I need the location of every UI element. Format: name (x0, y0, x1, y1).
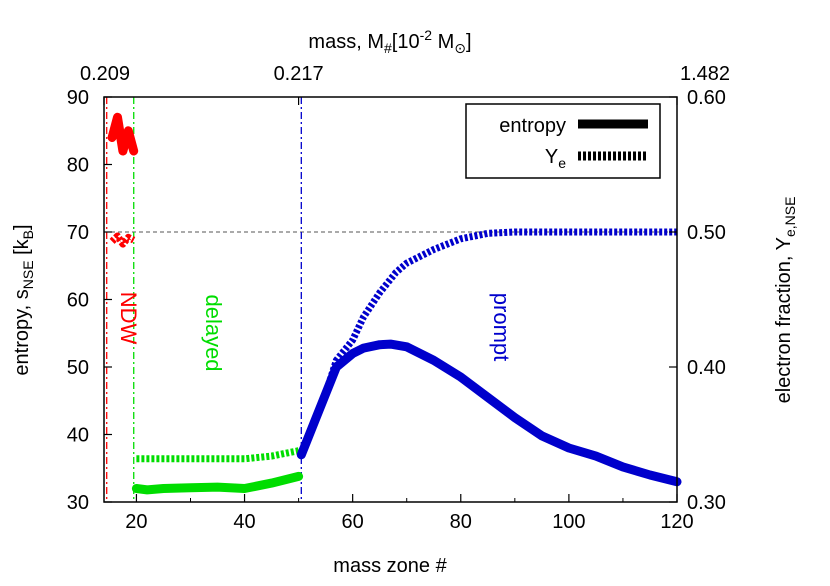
x2-axis-label-sun: ⊙ (454, 40, 466, 56)
legend-label-ye-main: Y (545, 146, 558, 168)
x2-axis-label-sub: # (384, 40, 392, 56)
x-tick-label: 100 (552, 511, 585, 533)
x2-axis-label-close: ] (466, 31, 472, 53)
region-label-layer: NDW delayed prompt (116, 292, 514, 372)
x2-axis-label-main: mass, M (308, 31, 384, 53)
x-tick-label: 60 (342, 511, 364, 533)
y-left-tick-label: 70 (67, 222, 89, 244)
series-layer (107, 112, 682, 495)
y-left-tick-label: 60 (67, 290, 89, 312)
legend-label-entropy: entropy (499, 115, 566, 137)
legend-label-ye: Ye (545, 146, 566, 171)
x-tick-label: 40 (233, 511, 255, 533)
y-right-axis-label: electron fraction, Ye,NSE (773, 197, 798, 404)
y-left-axis-label: entropy, sNSE [kB] (11, 224, 36, 375)
y-right-label-main: electron fraction, Y (773, 237, 795, 403)
series-ndw-ye (109, 232, 136, 248)
region-label: NDW (116, 292, 141, 345)
x2-tick-label: 1.482 (680, 63, 730, 85)
y-left-tick-label: 40 (67, 425, 89, 447)
y-left-label-bracket: [k (11, 238, 33, 260)
y-left-label-main: entropy, s (11, 289, 33, 375)
region-label: prompt (489, 293, 514, 361)
x-axis-label: mass zone # (333, 555, 447, 577)
series-prompt-entropy (296, 339, 682, 487)
x-tick-label: 20 (125, 511, 147, 533)
y-right-tick-label: 0.60 (687, 87, 726, 109)
y-left-label-sub: NSE (20, 260, 36, 289)
y-left-tick-label: 90 (67, 87, 89, 109)
y-left-tick-label: 80 (67, 155, 89, 177)
y-right-tick-label: 0.50 (687, 222, 726, 244)
series-ndw-entropy (107, 112, 139, 156)
y-left-tick-label: 50 (67, 357, 89, 379)
y-right-tick-label: 0.40 (687, 357, 726, 379)
y-left-label-close: ] (11, 224, 33, 230)
x2-tick-label: 0.209 (80, 63, 130, 85)
x-tick-label: 80 (450, 511, 472, 533)
legend: entropy Ye (465, 103, 661, 179)
legend-box (465, 103, 661, 179)
tick-layer: 20 40 60 80 100 120 0.209 0.217 1.482 30 40 50 60 70 8… (67, 63, 730, 533)
x2-tick-label: 0.217 (274, 63, 324, 85)
y-left-label-unit-sub: B (20, 230, 36, 239)
x-tick-label: 120 (660, 511, 693, 533)
y-left-tick-label: 30 (67, 492, 89, 514)
x2-axis-label-sup: -2 (420, 27, 433, 43)
x2-axis-label-unit: M (432, 31, 454, 53)
x2-axis-label: mass, M#[10-2 M⊙] (308, 27, 471, 56)
series-delayed-entropy (131, 471, 304, 495)
y-right-label-sub: e,NSE (782, 197, 798, 237)
series-delayed-ye (136, 447, 300, 463)
legend-label-ye-sub: e (558, 155, 566, 171)
x2-axis-label-bracket: [10 (392, 31, 420, 53)
series-prompt-ye (298, 228, 677, 457)
region-label: delayed (201, 294, 226, 371)
y-right-tick-label: 0.30 (687, 492, 726, 514)
